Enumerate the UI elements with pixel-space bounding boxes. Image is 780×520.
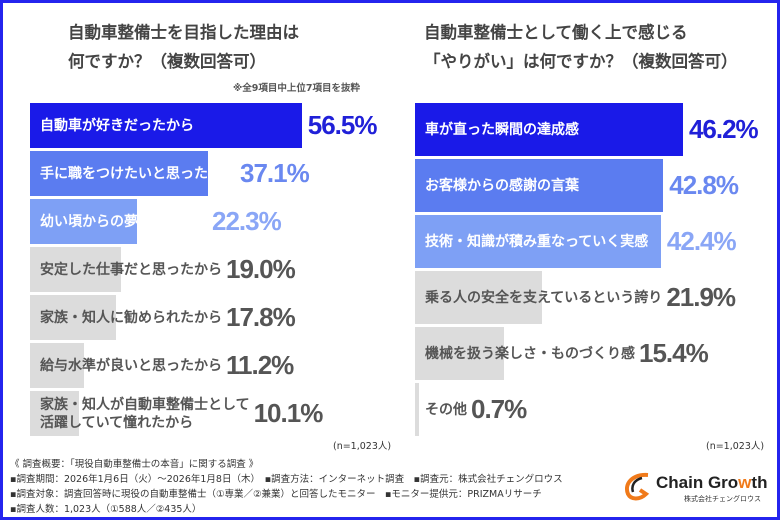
- value-label: 17.8%: [226, 302, 296, 332]
- bar-row: 乗る人の安全を支えているという誇り 21.9%: [415, 271, 736, 324]
- bar-row: お客様からの感謝の言葉 42.8%: [415, 159, 739, 212]
- bar-label: 家族・知人が自動車整備士として 活躍していて憧れたから: [40, 396, 250, 431]
- value-label: 15.4%: [639, 338, 709, 368]
- footer-line: ▪調査期間：2026年1月6日（火）～2026年1月8日（木） ▪調査方法：イン…: [10, 474, 563, 485]
- value-label: 42.4%: [666, 226, 737, 256]
- right-chart-title: 自動車整備士として働く上で感じる 「やりがい」は何ですか？（複数回答可）: [424, 18, 738, 76]
- bar-label: 機械を扱う楽しさ・ものづくり感: [425, 345, 635, 362]
- bar-row: 安定した仕事だと思ったから 19.0%: [30, 247, 296, 292]
- value-label: 56.5%: [307, 110, 378, 140]
- right-bar-chart: 車が直った瞬間の達成感 46.2% お客様からの感謝の言葉 42.8% 技術・知識が積み…: [415, 103, 765, 438]
- value-label: 21.9%: [666, 282, 736, 312]
- bar-label: 自動車が好きだったから: [40, 117, 194, 134]
- bar: [30, 391, 79, 436]
- bar-label: 車が直った瞬間の達成感: [425, 121, 579, 138]
- left-chart-note: ※全9項目中上位7項目を抜粋: [233, 83, 360, 94]
- value-label: 0.7%: [471, 394, 527, 424]
- bar-label: 安定した仕事だと思ったから: [40, 261, 222, 278]
- bar: [30, 247, 122, 292]
- value-label: 19.0%: [226, 254, 296, 284]
- bar-row: 手に職をつけたいと思ったから 37.1%: [30, 151, 310, 196]
- bar-row: 車が直った瞬間の達成感 46.2%: [415, 103, 759, 156]
- footer-line: ▪調査対象：調査回答時に現役の自動車整備士（①専業／②兼業）と回答したモニター …: [10, 489, 542, 500]
- bar: [415, 103, 683, 156]
- left-bar-chart: 自動車が好きだったから 56.5% 手に職をつけたいと思ったから 37.1% 幼い頃から…: [30, 103, 400, 438]
- bar-row: 幼い頃からの夢だったから 22.3%: [30, 199, 282, 244]
- bar: [415, 271, 543, 324]
- logo-swoosh-icon: [625, 472, 650, 501]
- bar: [30, 343, 84, 388]
- bar: [30, 151, 209, 196]
- bar-label: 手に職をつけたいと思ったから: [40, 165, 236, 182]
- bar: [415, 327, 505, 380]
- bar-row: 自動車が好きだったから 56.5%: [30, 103, 378, 148]
- left-title-line-1: 自動車整備士を目指した理由は: [68, 23, 299, 42]
- bar-row: 給与水準が良いと思ったから 11.2%: [30, 343, 294, 388]
- bar-row: 家族・知人が自動車整備士として 活躍していて憧れたから 10.1%: [30, 391, 324, 436]
- chain-growth-logo: Chain Growth 株式会社チェングロウス: [622, 470, 772, 510]
- logo-text-b: th: [751, 473, 768, 492]
- value-label: 22.3%: [212, 206, 282, 236]
- bar-label: 幼い頃からの夢だったから: [40, 213, 208, 230]
- footer-line: 《 調査概要：「現役自動車整備士の本音」に関する調査 》: [10, 459, 259, 470]
- value-label: 46.2%: [688, 114, 759, 144]
- right-title-line-1: 自動車整備士として働く上で感じる: [424, 23, 688, 42]
- logo-subtitle: 株式会社チェングロウス: [684, 495, 761, 503]
- bar: [415, 215, 661, 268]
- logo-text-w: w: [738, 473, 752, 492]
- bar-row: その他 0.7%: [415, 383, 527, 436]
- value-label: 10.1%: [253, 398, 324, 428]
- footer-line: ▪調査人数：1,023人（①588人／②435人）: [10, 504, 202, 515]
- logo-wordmark: Chain Growth: [656, 473, 767, 493]
- bar-label: その他: [425, 401, 467, 418]
- bar-label: お客様からの感謝の言葉: [425, 177, 579, 194]
- bar: [30, 295, 116, 340]
- value-label: 11.2%: [226, 350, 294, 380]
- bar: [415, 383, 420, 436]
- value-label: 37.1%: [240, 158, 310, 188]
- bar-row: 機械を扱う楽しさ・ものづくり感 15.4%: [415, 327, 709, 380]
- bar-label: 乗る人の安全を支えているという誇り: [425, 289, 663, 306]
- bar-row: 技術・知識が積み重なっていく実感 42.4%: [415, 215, 737, 268]
- left-title-line-2: 何ですか？（複数回答可）: [68, 52, 266, 71]
- right-title-line-2: 「やりがい」は何ですか？（複数回答可）: [424, 52, 738, 71]
- bar: [415, 159, 664, 212]
- bar-label: 家族・知人に勧められたから: [40, 309, 222, 326]
- bar-row: 家族・知人に勧められたから 17.8%: [30, 295, 296, 340]
- bar: [30, 103, 302, 148]
- bar-label: 技術・知識が積み重なっていく実感: [425, 233, 649, 250]
- bar-label: 給与水準が良いと思ったから: [40, 357, 222, 374]
- left-chart-title: 自動車整備士を目指した理由は 何ですか？（複数回答可）: [68, 18, 299, 76]
- left-sample-size: (n=1,023人): [333, 441, 392, 452]
- bar: [30, 199, 138, 244]
- right-sample-size: (n=1,023人): [706, 441, 765, 452]
- logo-text-a: Chain Gro: [656, 473, 739, 492]
- value-label: 42.8%: [669, 170, 739, 200]
